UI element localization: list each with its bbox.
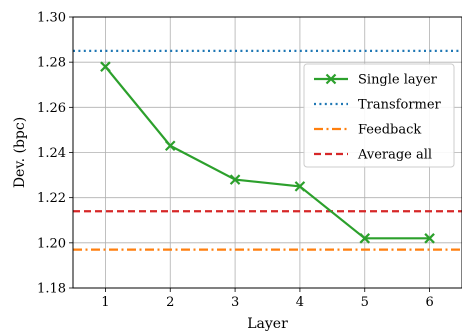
x-axis-label: Layer bbox=[247, 316, 288, 332]
y-tick-label: 1.30 bbox=[37, 11, 66, 26]
single-layer-series bbox=[100, 61, 435, 244]
x-tick-label: 4 bbox=[296, 295, 304, 310]
reference-lines bbox=[73, 49, 462, 251]
legend-item: Transformer bbox=[314, 98, 442, 113]
x-axis-ticks: 1 2 3 4 5 6 bbox=[101, 288, 434, 310]
x-tick-label: 2 bbox=[166, 295, 174, 310]
y-tick-label: 1.20 bbox=[37, 236, 66, 251]
legend-label: Feedback bbox=[358, 123, 421, 138]
legend: Single layer Transformer Feedback Average a… bbox=[303, 63, 455, 168]
single-layer-point bbox=[424, 233, 435, 244]
legend-label: Single layer bbox=[358, 73, 438, 88]
y-tick-label: 1.24 bbox=[37, 146, 66, 161]
legend-item: Single layer bbox=[314, 73, 438, 88]
x-tick-label: 3 bbox=[231, 295, 239, 310]
x-tick-label: 5 bbox=[361, 295, 369, 310]
legend-box bbox=[303, 63, 455, 168]
y-tick-label: 1.22 bbox=[37, 191, 66, 206]
single-layer-point bbox=[100, 61, 111, 72]
y-tick-label: 1.18 bbox=[37, 282, 66, 297]
single-layer-point bbox=[294, 181, 306, 192]
legend-item: Feedback bbox=[314, 123, 421, 138]
single-layer-point bbox=[164, 140, 176, 152]
single-layer-point bbox=[229, 174, 241, 185]
y-axis-label: Dev. (bpc) bbox=[12, 117, 28, 188]
x-tick-label: 6 bbox=[425, 295, 433, 310]
x-tick-label: 1 bbox=[101, 295, 109, 310]
single-layer-line bbox=[104, 65, 430, 240]
legend-label: Transformer bbox=[358, 98, 442, 113]
y-tick-label: 1.28 bbox=[37, 56, 66, 71]
single-layer-point bbox=[359, 233, 371, 244]
legend-label: Average all bbox=[357, 148, 432, 163]
y-axis-ticks: 1.18 1.20 1.22 1.24 1.26 1.28 1.30 bbox=[37, 11, 73, 297]
legend-item: Average all bbox=[314, 148, 432, 163]
y-tick-label: 1.26 bbox=[37, 101, 66, 116]
